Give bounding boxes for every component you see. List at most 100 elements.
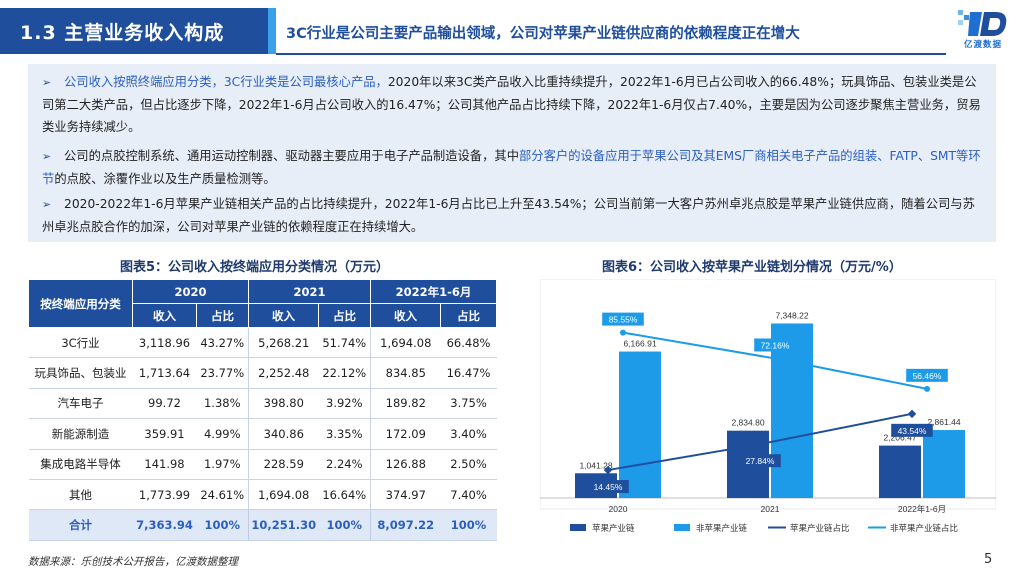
table-cell: 3.35% (318, 418, 372, 450)
legend-label: 非苹果产业链 (696, 523, 748, 533)
line-value-label: 72.16% (761, 340, 790, 350)
table-cell: 3.75% (440, 388, 497, 420)
bullet-2-text-end: 的点胶、涂覆作业以及生产质量检测等。 (54, 172, 276, 186)
table-row-label: 新能源制造 (28, 418, 133, 450)
table-header-category: 按终端应用分类 (28, 279, 133, 328)
legend-label: 苹果产业链占比 (790, 523, 850, 533)
table-cell: 5,268.21 (248, 327, 319, 359)
table-cell: 4.99% (196, 418, 250, 450)
data-source-note: 数据来源：乐创技术公开报告，亿渡数据整理 (28, 556, 238, 568)
page-subtitle: 3C行业是公司主要产品输出领域，公司对苹果产业链供应商的依赖程度正在增大 (286, 26, 800, 42)
x-tick-label: 2022年1-6月 (898, 504, 946, 514)
table-cell: 3.92% (318, 388, 372, 420)
table-row-label: 玩具饰品、包装业 (28, 357, 133, 389)
table-row-label: 汽车电子 (28, 388, 133, 420)
legend-swatch (570, 524, 586, 531)
table-cell: 3,118.96 (132, 327, 197, 359)
table-cell: 1.38% (196, 388, 250, 420)
line-point-marker (620, 329, 626, 336)
table-cell: 16.47% (440, 357, 497, 389)
table-cell: 66.48% (440, 327, 497, 359)
bullet-arrow-icon: ➢ (42, 198, 52, 211)
table-cell: 374.97 (370, 479, 441, 511)
table-cell: 7,363.94 (132, 509, 197, 541)
table-subheader: 占比 (195, 303, 250, 328)
table-row: 集成电路半导体 141.98 1.97% 228.59 2.24% 126.88… (28, 449, 497, 480)
x-tick-label: 2021 (761, 504, 780, 514)
table-row: 新能源制造 359.91 4.99% 340.86 3.35% 172.09 3… (28, 418, 497, 450)
table-cell: 51.74% (318, 327, 372, 359)
apple-chain-revenue-chart: 1,041.28 6,166.91 2020 2,834.80 7,348.22 2021… (540, 279, 996, 533)
table-cell: 172.09 (370, 418, 441, 450)
bar-value-label: 1,041.28 (579, 460, 612, 470)
figure-5-title: 图表5：公司收入按终端应用分类情况（万元） (120, 260, 390, 275)
table-row-label: 合计 (28, 509, 133, 541)
table-subheader: 收入 (370, 303, 442, 328)
table-cell: 1,694.08 (370, 327, 441, 359)
table-cell: 340.86 (248, 418, 319, 450)
figure-6-title: 图表6：公司收入按苹果产业链划分情况（万元/%） (602, 260, 902, 275)
bar-value-label: 2,861.44 (927, 417, 960, 427)
table-row: 汽车电子 99.72 1.38% 398.80 3.92% 189.82 3.7… (28, 388, 497, 420)
table-cell: 16.64% (318, 479, 372, 511)
table-cell: 834.85 (370, 357, 441, 389)
table-header-year: 2022年1-6月 (370, 279, 498, 304)
bullet-1-text: 2020年以来3C类产品收入比重持续提升，2022年1-6月已占公司收入的66.… (42, 75, 981, 134)
line-value-label: 43.54% (898, 426, 927, 436)
table-subheader: 收入 (132, 303, 197, 328)
bullet-3-text: 2020-2022年1-6月苹果产业链相关产品的占比持续提升，2022年1-6月… (42, 197, 975, 234)
table-cell: 99.72 (132, 388, 197, 420)
table-cell: 2.50% (440, 449, 497, 480)
table-cell: 23.77% (196, 357, 250, 389)
table-total-row: 合计 7,363.94 100% 10,251.30 100% 8,097.22… (28, 509, 497, 541)
table-cell: 100% (440, 509, 497, 541)
section-title: 1.3 主营业务收入构成 (20, 22, 225, 44)
table-cell: 2,252.48 (248, 357, 319, 389)
line-value-badge (891, 423, 933, 437)
line-point-marker (907, 409, 917, 419)
page-number: 5 (984, 552, 993, 567)
table-row: 玩具饰品、包装业 1,713.64 23.77% 2,252.48 22.12%… (28, 357, 497, 389)
table-row-label: 3C行业 (28, 327, 133, 359)
line-value-label: 27.84% (746, 456, 775, 466)
table-cell: 7.40% (440, 479, 497, 511)
line-value-label: 85.55% (609, 315, 638, 325)
table-cell: 398.80 (248, 388, 319, 420)
summary-bullet-1: ➢ 公司收入按照终端应用分类，3C行业类是公司最核心产品，2020年以来3C类产品… (42, 71, 982, 138)
table-header-year: 2021 (248, 279, 372, 304)
legend-label: 苹果产业链 (592, 523, 635, 533)
table-row-label: 其他 (28, 479, 133, 511)
table-header-year: 2020 (131, 279, 250, 304)
table-cell: 100% (196, 509, 250, 541)
line-point-marker (755, 439, 765, 449)
table-cell: 8,097.22 (370, 509, 441, 541)
x-tick-label: 2020 (609, 504, 628, 514)
table-cell: 100% (318, 509, 372, 541)
summary-bullet-3: ➢ 2020-2022年1-6月苹果产业链相关产品的占比持续提升，2022年1-6… (42, 193, 982, 238)
legend-label: 非苹果产业链占比 (890, 523, 958, 533)
bar-non-apple (619, 351, 661, 498)
bullet-1-highlight: 公司收入按照终端应用分类，3C行业类是公司最核心产品， (64, 75, 388, 89)
line-value-badge (587, 480, 629, 494)
table-subheader: 收入 (248, 303, 320, 328)
table-cell: 43.27% (196, 327, 250, 359)
table-cell: 1,694.08 (248, 479, 319, 511)
table-row: 3C行业 3,118.96 43.27% 5,268.21 51.74% 1,6… (28, 327, 497, 359)
table-cell: 1.97% (196, 449, 250, 480)
bullet-arrow-icon: ➢ (42, 76, 52, 89)
table-cell: 22.12% (318, 357, 372, 389)
bar-non-apple (771, 323, 813, 498)
bar-value-label: 2,206.47 (883, 433, 916, 443)
table-row: 其他 1,773.99 24.61% 1,694.08 16.64% 374.9… (28, 479, 497, 511)
table-cell: 3.40% (440, 418, 497, 450)
header-accent-bar (268, 8, 276, 54)
table-cell: 189.82 (370, 388, 441, 420)
line-point-marker (772, 355, 778, 362)
table-cell: 228.59 (248, 449, 319, 480)
bar-value-label: 2,834.80 (731, 418, 764, 428)
line-value-label: 14.45% (594, 482, 623, 492)
line-value-badge (906, 368, 948, 382)
table-cell: 24.61% (196, 479, 250, 511)
logo-icon (958, 10, 1007, 36)
line-value-badge (739, 454, 781, 468)
